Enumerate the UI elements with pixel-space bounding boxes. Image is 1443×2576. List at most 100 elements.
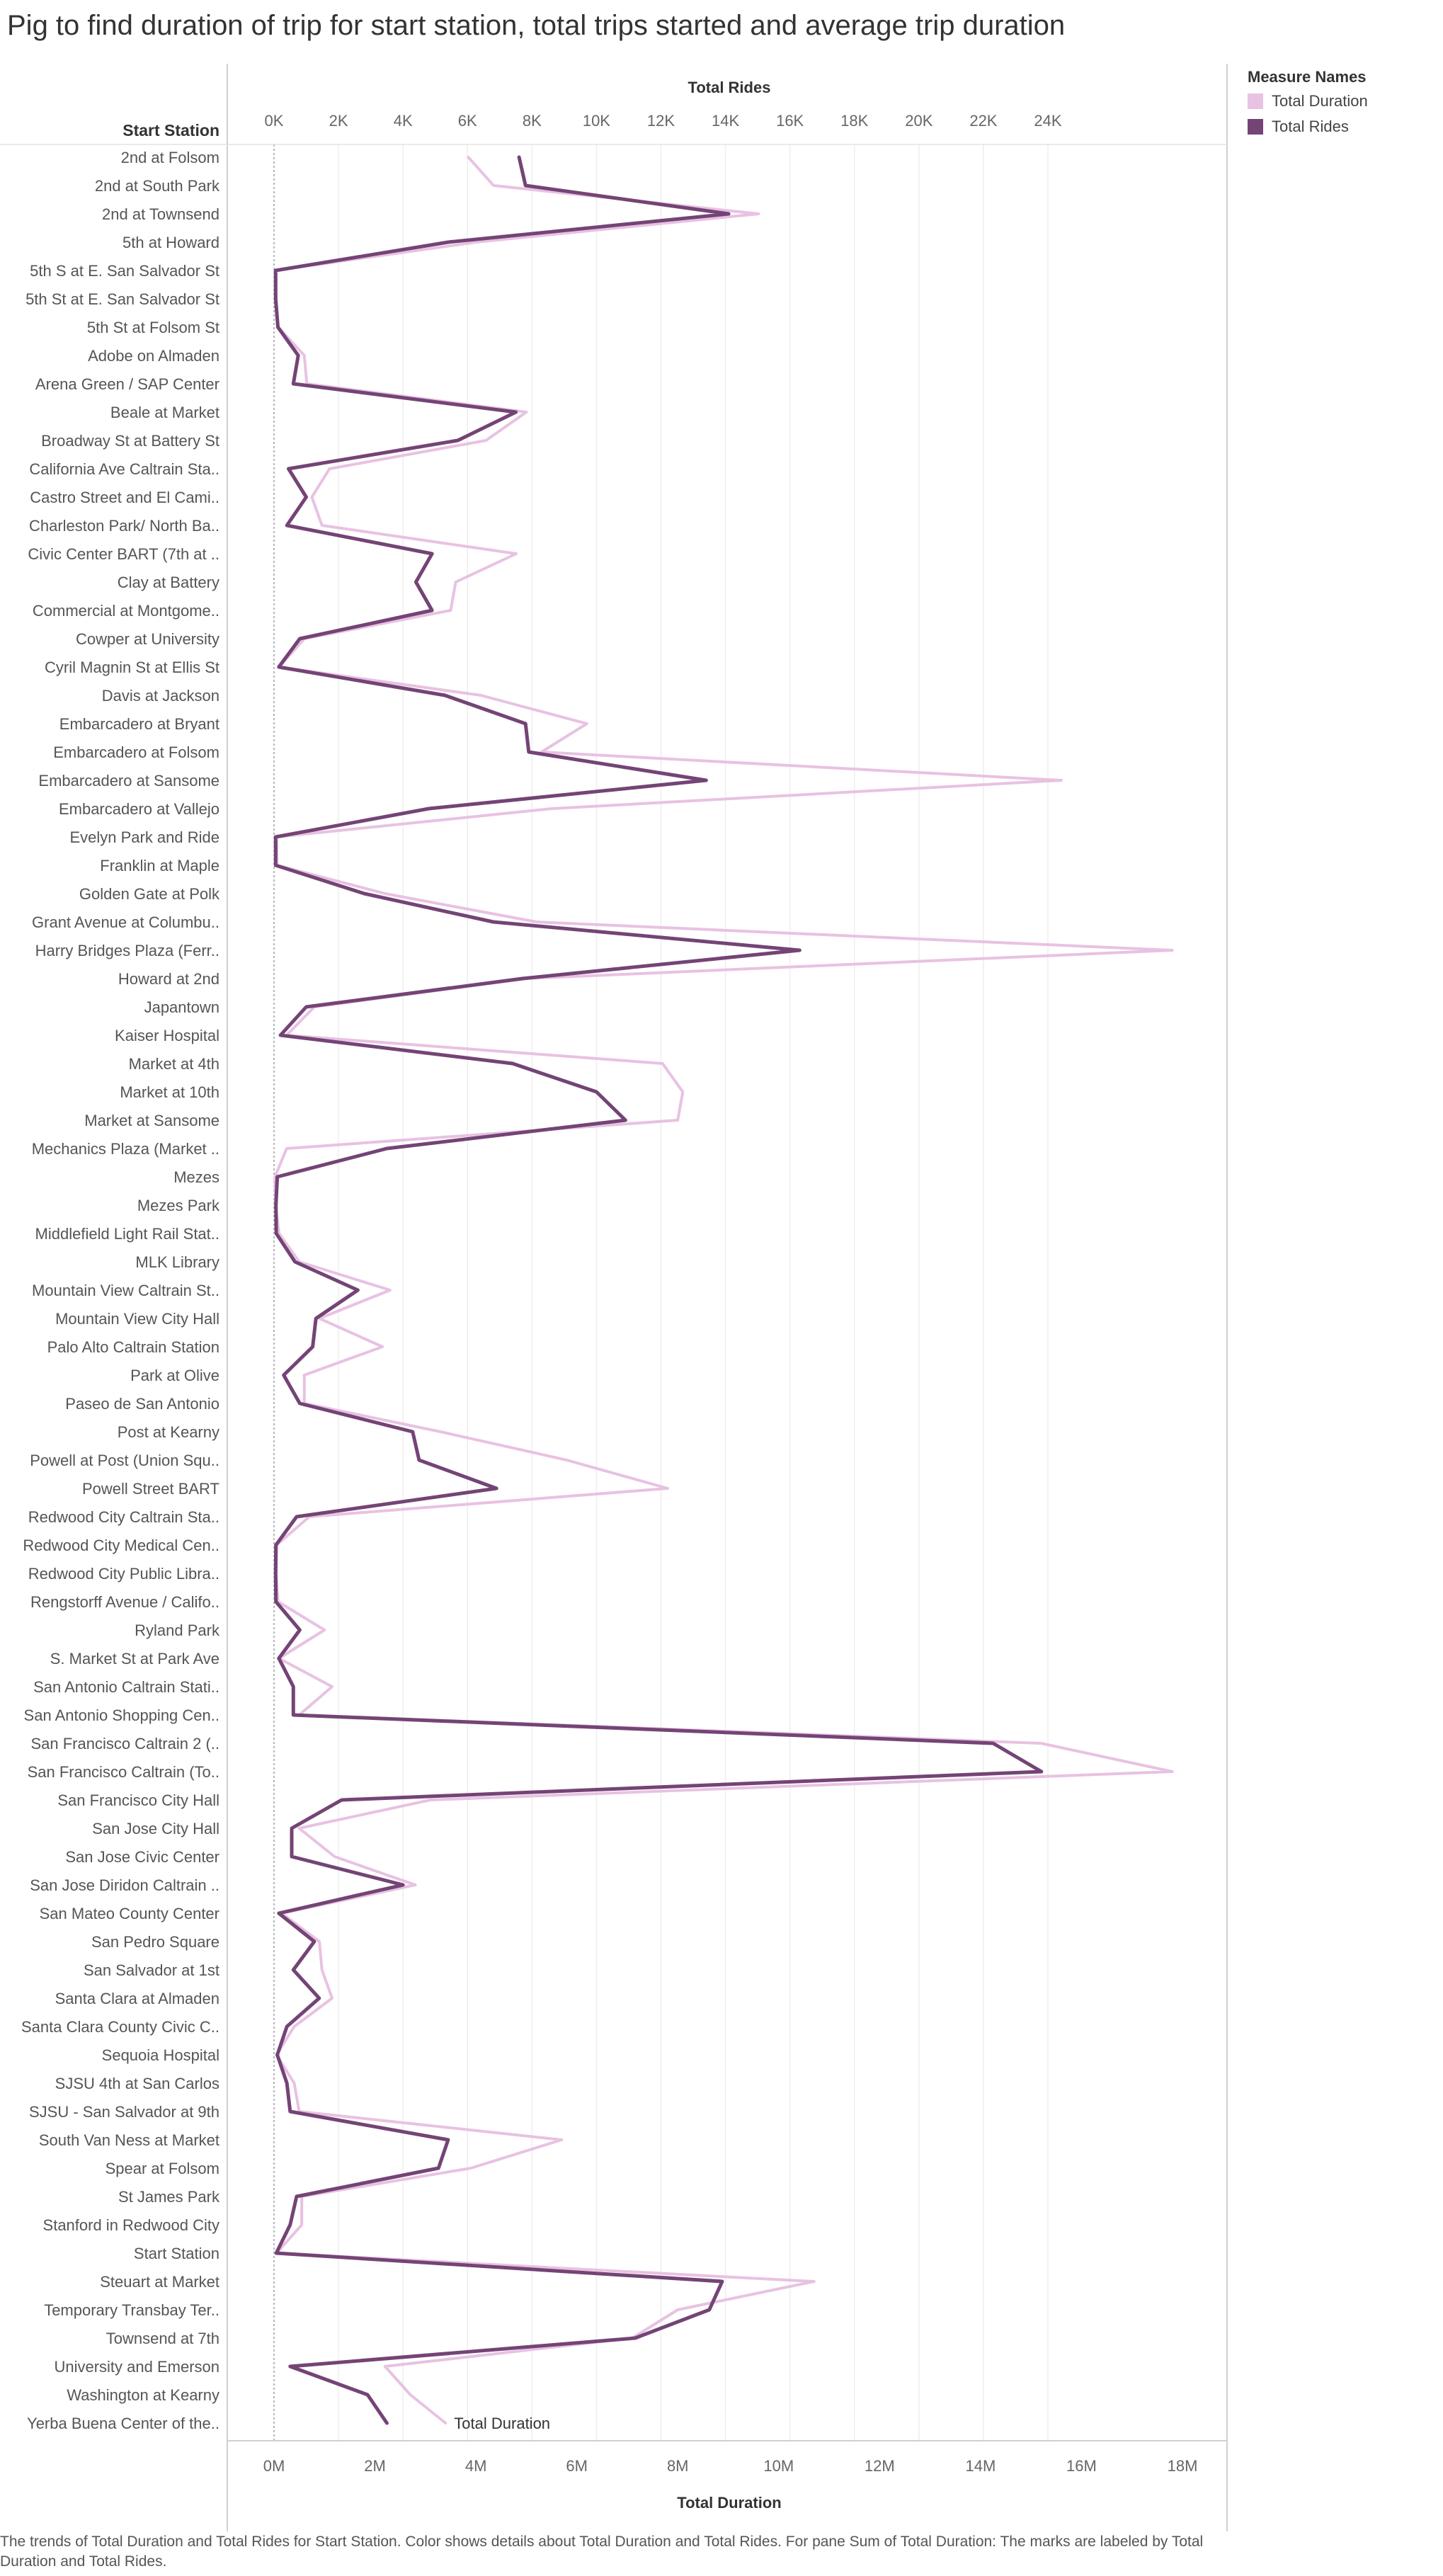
series-line-total-duration: [273, 156, 1174, 2424]
row-label: Redwood City Medical Cen..: [23, 1537, 219, 1554]
row-label: Temporary Transbay Ter..: [44, 2301, 219, 2319]
legend-swatch-total-duration: [1248, 93, 1263, 109]
row-label: Redwood City Caltrain Sta..: [28, 1508, 219, 1526]
bottom-axis-title: Total Duration: [677, 2494, 781, 2512]
legend-item-total-rides[interactable]: Total Rides: [1248, 118, 1368, 136]
bottom-axis-tick-label: 14M: [965, 2457, 996, 2475]
row-label: Mountain View Caltrain St..: [32, 1282, 219, 1299]
row-label: University and Emerson: [54, 2358, 219, 2376]
row-label: Middlefield Light Rail Stat..: [35, 1225, 219, 1243]
bottom-axis-tick-label: 12M: [865, 2457, 895, 2475]
row-label: San Francisco City Hall: [57, 1791, 219, 1809]
legend-label-total-duration: Total Duration: [1272, 92, 1368, 110]
row-labels: 2nd at Folsom 2nd at South Park 2nd at Tow…: [21, 149, 220, 2432]
row-label: Start Station: [134, 2245, 219, 2262]
row-label: Park at Olive: [130, 1367, 219, 1384]
row-label: South Van Ness at Market: [39, 2131, 219, 2149]
legend: Measure Names Total Duration Total Rides: [1248, 68, 1368, 143]
row-label: San Jose City Hall: [92, 1820, 219, 1837]
row-label: San Jose Diridon Caltrain ..: [30, 1876, 219, 1894]
row-label: SJSU - San Salvador at 9th: [29, 2103, 219, 2121]
row-label: Adobe on Almaden: [88, 347, 219, 365]
row-label: 5th S at E. San Salvador St: [30, 262, 219, 280]
row-label: Yerba Buena Center of the..: [27, 2415, 219, 2432]
row-label: San Mateo County Center: [40, 1905, 219, 1922]
row-label: San Antonio Shopping Cen..: [24, 1706, 219, 1724]
page-title: Pig to find duration of trip for start s…: [7, 10, 1066, 41]
row-label: Harry Bridges Plaza (Ferr..: [35, 942, 219, 959]
top-axis-tick-label: 10K: [583, 112, 610, 130]
top-axis-tick-label: 16K: [776, 112, 804, 130]
row-label: Castro Street and El Cami..: [30, 489, 219, 506]
row-label: San Antonio Caltrain Stati..: [33, 1678, 219, 1696]
row-label: Stanford in Redwood City: [43, 2216, 219, 2234]
series-line-total-rides: [273, 155, 1044, 2425]
row-label: San Francisco Caltrain 2 (..: [30, 1735, 219, 1753]
row-label: Charleston Park/ North Ba..: [29, 517, 219, 535]
legend-swatch-total-rides: [1248, 119, 1263, 135]
bottom-axis-tick-label: 0M: [263, 2457, 285, 2475]
row-label: San Francisco Caltrain (To..: [28, 1763, 219, 1781]
row-label: Paseo de San Antonio: [65, 1395, 219, 1413]
row-label: Powell at Post (Union Squ..: [30, 1452, 219, 1469]
row-label: Commercial at Montgome..: [33, 602, 219, 620]
row-label: Redwood City Public Libra..: [28, 1565, 219, 1583]
row-label: Davis at Jackson: [102, 687, 219, 705]
row-label: Embarcadero at Sansome: [38, 772, 219, 790]
row-label: Civic Center BART (7th at ..: [28, 545, 219, 563]
row-label: Spear at Folsom: [105, 2160, 219, 2177]
row-label: Embarcadero at Bryant: [59, 715, 219, 733]
top-axis-tick-label: 22K: [969, 112, 997, 130]
bottom-axis-tick-label: 10M: [763, 2457, 794, 2475]
row-label: Kaiser Hospital: [115, 1027, 219, 1044]
top-axis-tick-label: 6K: [458, 112, 477, 130]
legend-item-total-duration[interactable]: Total Duration: [1248, 92, 1368, 110]
row-label: San Salvador at 1st: [84, 1961, 219, 1979]
row-label: Embarcadero at Folsom: [53, 743, 219, 761]
row-label: Ryland Park: [135, 1622, 220, 1639]
bottom-axis-tick-label: 4M: [465, 2457, 487, 2475]
row-label: Mezes Park: [137, 1197, 220, 1214]
row-label: Palo Alto Caltrain Station: [47, 1338, 219, 1356]
series-lines: [273, 155, 1174, 2425]
row-label: Franklin at Maple: [100, 857, 219, 874]
row-label: Arena Green / SAP Center: [35, 375, 219, 393]
chart-caption: The trends of Total Duration and Total R…: [0, 2534, 1204, 2570]
top-axis-tick-label: 18K: [840, 112, 868, 130]
chart-gridlines: [273, 144, 1049, 2441]
top-axis-tick-label: 2K: [329, 112, 348, 130]
row-label: S. Market St at Park Ave: [50, 1650, 219, 1668]
row-header: Start Station: [122, 121, 219, 139]
top-axis-tick-label: 12K: [647, 112, 675, 130]
row-label: Beale at Market: [110, 404, 219, 421]
row-label: 2nd at Townsend: [102, 205, 219, 223]
row-label: Market at 4th: [129, 1055, 219, 1073]
row-label: Washington at Kearny: [67, 2386, 219, 2404]
row-label: 5th St at Folsom St: [87, 319, 219, 336]
row-label: Steuart at Market: [100, 2273, 219, 2291]
row-label: Broadway St at Battery St: [41, 432, 219, 450]
row-label: Howard at 2nd: [118, 970, 219, 988]
row-label: Market at Sansome: [84, 1112, 219, 1129]
top-axis-tick-label: 0K: [265, 112, 284, 130]
bottom-axis-tick-label: 8M: [667, 2457, 689, 2475]
chart-frame: [0, 64, 1228, 2531]
row-label: 2nd at Folsom: [121, 149, 219, 166]
top-axis-tick-label: 8K: [523, 112, 542, 130]
top-axis: Total Rides 0K 2K 4K 6K 8K 10K 12K 14K 16K 18K 20K…: [265, 79, 1062, 130]
row-label: Cyril Magnin St at Ellis St: [45, 659, 219, 676]
bottom-axis: Total Duration 0M 2M 4M 6M 8M 10M 12M 14M 16M 18M: [263, 2457, 1198, 2512]
top-axis-tick-label: 4K: [394, 112, 413, 130]
row-label: Sequoia Hospital: [102, 2046, 219, 2064]
row-label: 2nd at South Park: [95, 177, 220, 195]
row-label: 5th St at E. San Salvador St: [25, 290, 219, 308]
legend-title: Measure Names: [1248, 68, 1367, 86]
top-axis-tick-label: 14K: [712, 112, 739, 130]
row-label: San Pedro Square: [91, 1933, 219, 1951]
row-label: Rengstorff Avenue / Califo..: [30, 1593, 219, 1611]
row-label: Post at Kearny: [118, 1423, 219, 1441]
row-label: Embarcadero at Vallejo: [59, 800, 219, 818]
row-label: St James Park: [118, 2188, 220, 2206]
row-label: Cowper at University: [76, 630, 219, 648]
row-label: MLK Library: [135, 1253, 219, 1271]
